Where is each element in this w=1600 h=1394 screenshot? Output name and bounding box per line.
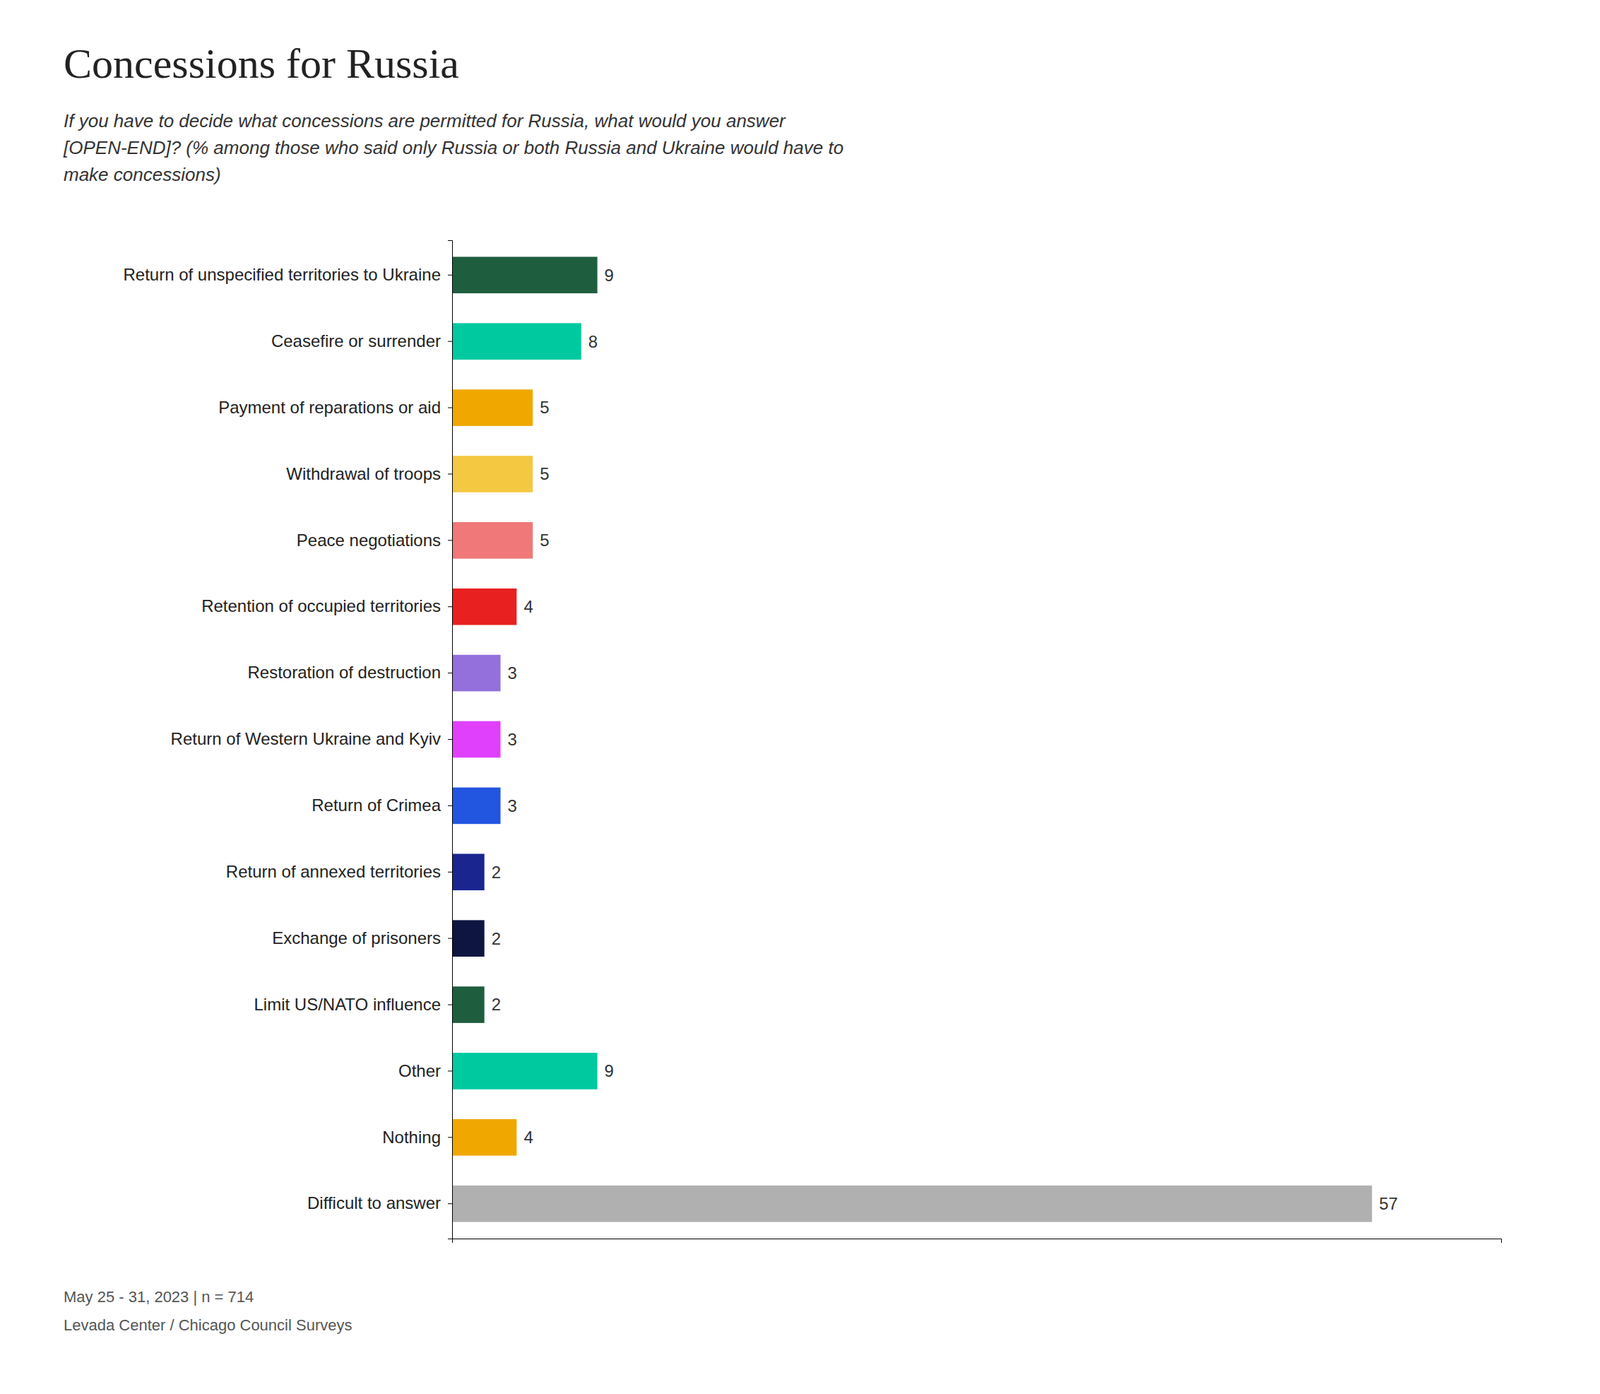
y-tick-label: Withdrawal of troops <box>286 464 441 484</box>
y-tick-mark <box>447 871 453 873</box>
y-tick: Return of Western Ukraine and Kyiv <box>170 729 453 749</box>
bar <box>452 919 485 957</box>
y-tick-label: Return of unspecified territories to Ukr… <box>122 264 441 284</box>
y-tick-mark <box>447 341 453 342</box>
y-tick-mark <box>447 539 453 541</box>
data-label: 8 <box>588 332 598 352</box>
bar <box>452 588 517 626</box>
data-labels: 9 8 5 5 5 4 3 3 3 2 2 2 9 4 57 <box>491 265 1398 1213</box>
y-tick: Restoration of destruction <box>247 662 453 682</box>
data-label: 4 <box>523 596 533 616</box>
y-tick: Return of Crimea <box>311 795 453 815</box>
bar <box>452 721 501 758</box>
data-label: 3 <box>507 729 518 749</box>
y-tick-label: Return of Western Ukraine and Kyiv <box>170 729 441 749</box>
bar <box>452 389 533 426</box>
y-axis-line <box>447 240 453 1240</box>
y-tick-label: Return of Crimea <box>311 795 441 815</box>
bar <box>452 1118 517 1156</box>
data-label: 3 <box>507 663 518 683</box>
data-label: 2 <box>491 994 501 1014</box>
data-label: 9 <box>604 1061 614 1081</box>
data-label: 5 <box>539 530 549 550</box>
y-tick: Limit US/NATO influence <box>253 994 453 1014</box>
data-label: 5 <box>539 464 549 484</box>
y-tick: Peace negotiations <box>296 530 453 550</box>
bar <box>452 256 598 294</box>
y-tick-mark <box>447 805 453 807</box>
y-tick-mark <box>447 1136 453 1138</box>
y-tick-label: Difficult to answer <box>307 1193 441 1213</box>
y-tick: Payment of reparations or aid <box>218 397 453 417</box>
annotation: May 25 - 31, 2023 | n = 714 <box>63 1287 254 1306</box>
y-tick-label: Limit US/NATO influence <box>253 994 441 1014</box>
y-tick-mark <box>447 1203 453 1204</box>
y-tick-mark <box>447 407 453 409</box>
plot: Return of unspecified territories to Ukr… <box>122 240 1502 1244</box>
data-label: 2 <box>491 928 501 948</box>
y-tick-label: Restoration of destruction <box>247 662 441 682</box>
bar <box>452 455 533 493</box>
y-tick-label: Peace negotiations <box>296 530 441 550</box>
y-tick: Return of annexed territories <box>226 861 453 881</box>
bar <box>452 853 485 891</box>
y-tick: Exchange of prisoners <box>271 928 453 948</box>
y-tick-mark <box>447 938 453 939</box>
bars <box>452 256 1372 1222</box>
data-label: 3 <box>507 796 518 816</box>
y-tick: Nothing <box>382 1127 453 1147</box>
y-tick-label: Exchange of prisoners <box>271 928 441 948</box>
y-tick: Retention of occupied territories <box>201 596 453 616</box>
bar <box>452 522 533 559</box>
x-axis-line <box>452 1239 1502 1244</box>
y-tick-label: Return of annexed territories <box>226 861 441 881</box>
y-tick-label: Ceasefire or surrender <box>271 331 441 351</box>
y-tick: Withdrawal of troops <box>286 464 453 484</box>
data-label: 5 <box>539 397 549 417</box>
subtitle: If you have to decide what concessions a… <box>62 110 844 186</box>
y-tick: Ceasefire or surrender <box>271 331 453 351</box>
y-tick-label: Retention of occupied territories <box>201 596 441 616</box>
y-tick-mark <box>447 473 453 474</box>
y-tick-label: Other <box>398 1061 441 1081</box>
y-tick-label: Nothing <box>382 1127 441 1147</box>
y-tick: Difficult to answer <box>307 1193 453 1213</box>
y-tick-label: Payment of reparations or aid <box>218 397 441 417</box>
title: Concessions for Russia <box>63 40 460 87</box>
x-axis <box>452 1239 1502 1244</box>
bar <box>452 1052 598 1090</box>
bar <box>452 986 485 1023</box>
y-tick-mark <box>447 672 453 674</box>
y-tick-mark <box>447 606 453 607</box>
y-tick-mark <box>447 274 453 276</box>
data-label: 4 <box>523 1127 533 1147</box>
y-tick-mark <box>447 1004 453 1006</box>
bar <box>452 1185 1372 1223</box>
data-label: 57 <box>1378 1193 1398 1213</box>
y-tick: Other <box>398 1061 453 1081</box>
bar <box>452 787 501 825</box>
y-tick: Return of unspecified territories to Ukr… <box>122 264 453 284</box>
bar <box>452 654 501 692</box>
bar <box>452 322 582 360</box>
y-tick-mark <box>447 738 453 740</box>
chart: Concessions for Russia If you have to dec… <box>0 0 1600 1394</box>
y-tick-mark <box>447 1070 453 1071</box>
data-label: 9 <box>604 265 614 285</box>
data-label: 2 <box>491 862 501 882</box>
annotation: Levada Center / Chicago Council Surveys <box>63 1316 352 1334</box>
y-axis: Return of unspecified territories to Ukr… <box>122 240 453 1240</box>
